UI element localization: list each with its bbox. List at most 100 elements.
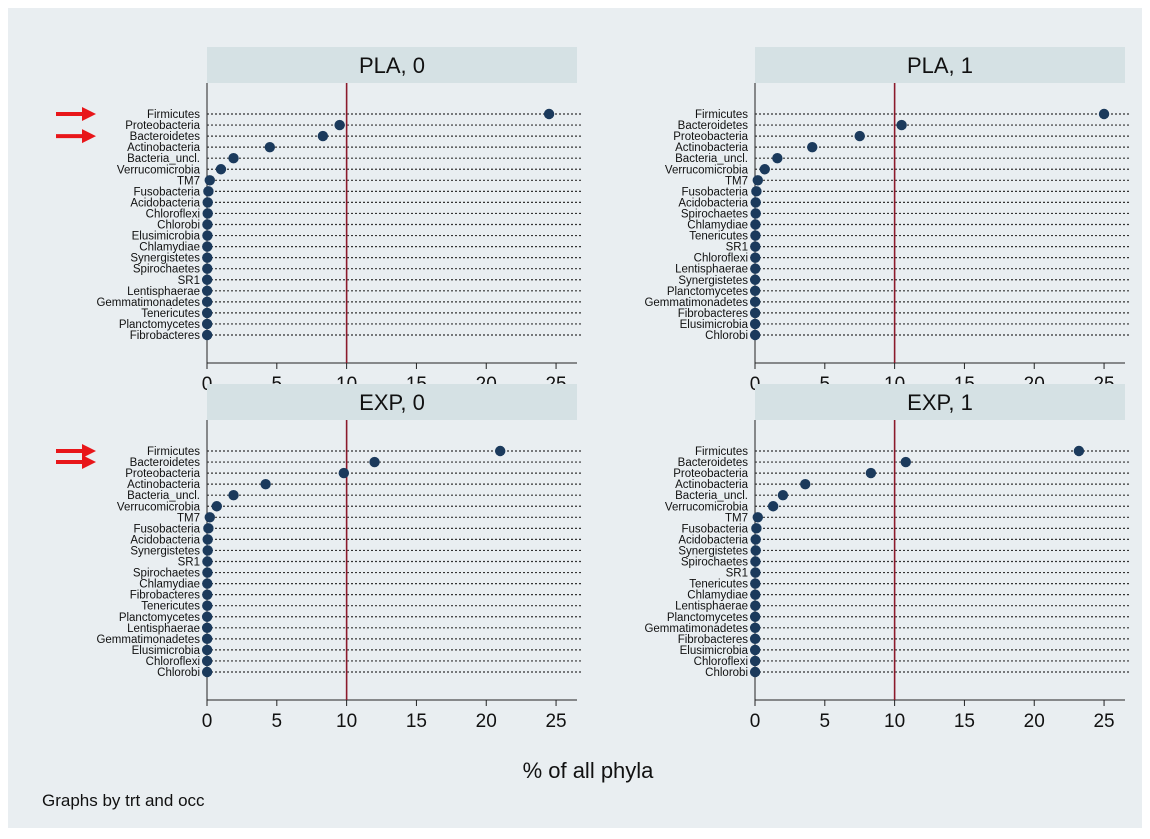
data-point xyxy=(202,567,213,578)
data-point xyxy=(201,307,213,319)
category-label: Acidobacteria xyxy=(678,197,748,209)
category-label: Chlorobi xyxy=(705,330,748,342)
category-label: Proteobacteria xyxy=(673,131,748,143)
data-point xyxy=(750,263,761,274)
category-label: TM7 xyxy=(725,175,748,187)
category-label: Chlamydiae xyxy=(139,579,200,591)
x-tick-label: 5 xyxy=(272,711,283,732)
category-label: Elusimicrobia xyxy=(680,645,749,657)
category-label: TM7 xyxy=(177,175,200,187)
category-label: Tenericutes xyxy=(141,308,200,320)
panel-strip xyxy=(207,47,577,83)
category-label: Chloroflexi xyxy=(146,656,200,668)
category-label: SR1 xyxy=(178,275,200,287)
x-tick-label: 25 xyxy=(1093,711,1114,732)
panel-strip xyxy=(207,384,577,420)
data-point xyxy=(865,467,877,479)
category-label: Gemmatimonadetes xyxy=(96,297,200,309)
category-label: Firmicutes xyxy=(695,446,748,458)
data-point xyxy=(750,241,761,252)
category-label: Spirochaetes xyxy=(681,557,748,569)
data-point xyxy=(202,241,213,252)
data-point xyxy=(203,523,214,534)
category-label: SR1 xyxy=(726,242,748,254)
category-label: Tenericutes xyxy=(689,579,748,591)
data-point xyxy=(201,655,213,667)
data-point xyxy=(228,153,239,164)
data-point xyxy=(751,523,762,534)
data-point xyxy=(201,644,213,656)
category-label: Planctomycetes xyxy=(667,612,748,624)
category-label: Fusobacteria xyxy=(682,523,749,535)
panel-strip xyxy=(755,47,1125,83)
category-label: Lentisphaerae xyxy=(675,601,748,613)
data-point xyxy=(750,197,761,208)
category-label: TM7 xyxy=(725,512,748,524)
category-label: Bacteroidetes xyxy=(678,120,749,132)
data-point xyxy=(900,456,911,468)
category-label: TM7 xyxy=(177,512,200,524)
x-tick-label: 0 xyxy=(750,711,761,732)
panel-title: PLA, 1 xyxy=(907,53,973,78)
category-label: Bacteria_uncl. xyxy=(127,153,200,165)
category-label: Synergistetes xyxy=(130,545,200,557)
data-point xyxy=(495,445,506,457)
data-point xyxy=(201,633,213,645)
data-point xyxy=(749,622,761,633)
category-label: Fusobacteria xyxy=(682,186,749,198)
category-label: Bacteroidetes xyxy=(130,131,201,143)
category-label: Chloroflexi xyxy=(146,208,200,220)
category-label: Chloroflexi xyxy=(694,253,748,265)
category-label: Planctomycetes xyxy=(119,319,200,331)
data-point xyxy=(201,318,213,330)
category-label: Gemmatimonadetes xyxy=(644,297,748,309)
category-label: Chlorobi xyxy=(157,220,200,232)
category-label: Fibrobacteres xyxy=(130,330,201,342)
category-label: Lentisphaerae xyxy=(127,286,200,298)
x-tick-label: 15 xyxy=(406,711,427,732)
x-tick-label: 10 xyxy=(884,711,905,732)
data-point xyxy=(1098,108,1110,120)
category-label: Bacteria_uncl. xyxy=(675,490,748,502)
data-point xyxy=(264,141,276,153)
panel-title: EXP, 0 xyxy=(359,390,425,415)
panel: EXP, 00 5 10 15 20 25FirmicutesBacteroidetesP… xyxy=(56,384,581,732)
data-point xyxy=(750,578,761,589)
data-point xyxy=(369,456,380,468)
category-label: SR1 xyxy=(178,557,200,569)
category-label: Verrucomicrobia xyxy=(665,164,749,176)
category-label: Lentisphaerae xyxy=(127,623,200,635)
data-point xyxy=(202,197,213,208)
data-point xyxy=(896,119,907,131)
category-label: Acidobacteria xyxy=(130,197,200,209)
data-point xyxy=(204,512,215,523)
category-label: Bacteria_uncl. xyxy=(127,490,200,502)
data-point xyxy=(201,296,213,308)
data-point xyxy=(201,329,213,341)
category-label: Proteobacteria xyxy=(125,468,200,480)
data-point xyxy=(750,252,761,263)
data-point xyxy=(750,556,761,567)
data-point xyxy=(807,141,818,153)
category-label: Spirochaetes xyxy=(133,568,200,580)
category-label: Proteobacteria xyxy=(673,468,748,480)
data-point xyxy=(201,666,213,678)
category-label: Actinobacteria xyxy=(127,142,200,154)
data-point xyxy=(750,600,761,611)
category-label: Planctomycetes xyxy=(667,286,748,298)
data-point xyxy=(750,208,761,219)
highlight-arrow-icon xyxy=(56,455,96,470)
data-point xyxy=(854,130,865,142)
data-point xyxy=(317,130,329,142)
data-point xyxy=(204,175,215,186)
category-label: Planctomycetes xyxy=(119,612,200,624)
category-label: Chlamydiae xyxy=(687,590,748,602)
highlight-arrow-icon xyxy=(56,129,96,144)
data-point xyxy=(749,285,761,296)
data-point xyxy=(202,578,213,589)
data-point xyxy=(201,285,213,296)
data-point xyxy=(767,501,779,512)
data-point xyxy=(749,666,761,678)
category-label: SR1 xyxy=(726,568,748,580)
category-label: Verrucomicrobia xyxy=(117,501,201,513)
